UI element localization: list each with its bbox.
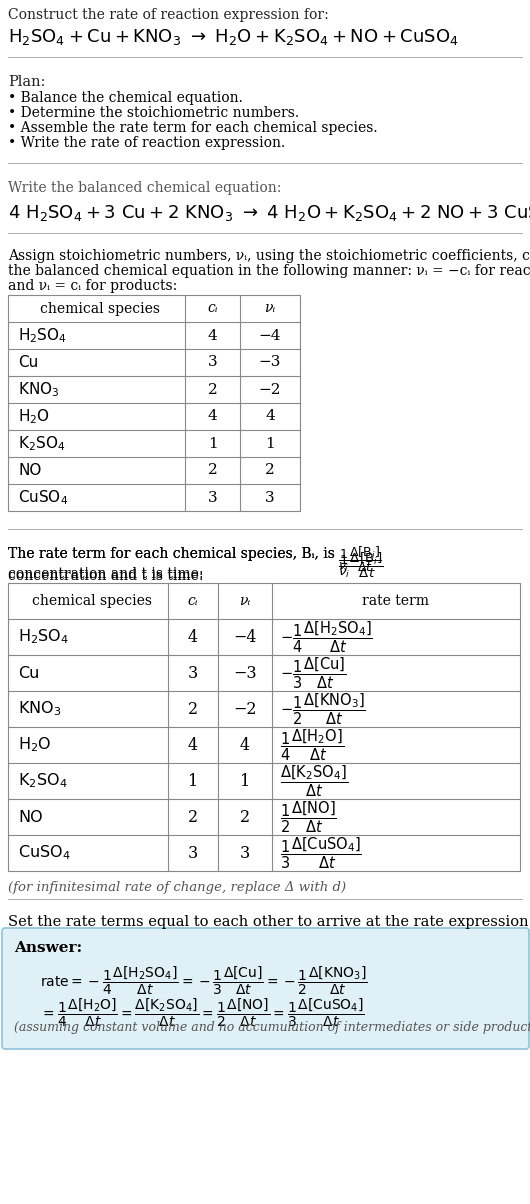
Bar: [8, 295, 300, 510]
Text: rate term: rate term: [363, 594, 429, 608]
Text: (assuming constant volume and no accumulation of intermediates or side products): (assuming constant volume and no accumul…: [14, 1021, 530, 1034]
Text: The rate term for each chemical species, Bᵢ, is: The rate term for each chemical species,…: [8, 547, 335, 561]
Text: $-\dfrac{1}{2} \dfrac{\Delta[\mathregular{KNO_3}]}{\Delta t}$: $-\dfrac{1}{2} \dfrac{\Delta[\mathregula…: [280, 691, 366, 727]
Text: $\mathregular{H_2O}$: $\mathregular{H_2O}$: [18, 736, 51, 755]
Text: $\dfrac{1}{2} \dfrac{\Delta[\mathregular{NO}]}{\Delta t}$: $\dfrac{1}{2} \dfrac{\Delta[\mathregular…: [280, 799, 337, 834]
Text: • Determine the stoichiometric numbers.: • Determine the stoichiometric numbers.: [8, 106, 299, 120]
Text: $\dfrac{1}{3} \dfrac{\Delta[\mathregular{CuSO_4}]}{\Delta t}$: $\dfrac{1}{3} \dfrac{\Delta[\mathregular…: [280, 836, 362, 870]
Text: • Assemble the rate term for each chemical species.: • Assemble the rate term for each chemic…: [8, 120, 377, 135]
Text: 1: 1: [188, 773, 198, 790]
Text: 4: 4: [188, 737, 198, 754]
Text: 1: 1: [265, 437, 275, 450]
Text: the balanced chemical equation in the following manner: νᵢ = −cᵢ for reactants: the balanced chemical equation in the fo…: [8, 264, 530, 278]
Text: The rate term for each chemical species, Bᵢ, is: The rate term for each chemical species,…: [8, 547, 335, 561]
Text: $\mathrm{rate} = -\dfrac{1}{4}\dfrac{\Delta[\mathregular{H_2SO_4}]}{\Delta t} = : $\mathrm{rate} = -\dfrac{1}{4}\dfrac{\De…: [40, 964, 368, 997]
Text: $\mathregular{4\ H_2SO_4 + 3\ Cu + 2\ KNO_3 \ \rightarrow \ 4\ H_2O + K_2SO_4 + : $\mathregular{4\ H_2SO_4 + 3\ Cu + 2\ KN…: [8, 203, 530, 223]
Text: and νᵢ = cᵢ for products:: and νᵢ = cᵢ for products:: [8, 279, 177, 293]
Text: −3: −3: [233, 665, 257, 681]
Text: NO: NO: [18, 464, 41, 478]
Text: $\dfrac{\Delta[\mathregular{K_2SO_4}]}{\Delta t}$: $\dfrac{\Delta[\mathregular{K_2SO_4}]}{\…: [280, 763, 348, 798]
Text: Set the rate terms equal to each other to arrive at the rate expression:: Set the rate terms equal to each other t…: [8, 915, 530, 929]
Text: Assign stoichiometric numbers, νᵢ, using the stoichiometric coefficients, cᵢ, fr: Assign stoichiometric numbers, νᵢ, using…: [8, 249, 530, 262]
Text: Cu: Cu: [18, 666, 39, 680]
Text: −4: −4: [233, 628, 257, 645]
Text: −2: −2: [233, 701, 257, 718]
Text: $\mathregular{K_2SO_4}$: $\mathregular{K_2SO_4}$: [18, 772, 68, 790]
Text: 1: 1: [240, 773, 250, 790]
Text: 3: 3: [188, 665, 198, 681]
Text: 3: 3: [188, 844, 198, 862]
Text: $\mathregular{KNO_3}$: $\mathregular{KNO_3}$: [18, 700, 61, 719]
Text: concentration and t is time:: concentration and t is time:: [8, 569, 204, 583]
Text: −4: −4: [259, 329, 281, 342]
Text: 1: 1: [208, 437, 217, 450]
Text: $\dfrac{1}{4} \dfrac{\Delta[\mathregular{H_2O}]}{\Delta t}$: $\dfrac{1}{4} \dfrac{\Delta[\mathregular…: [280, 727, 344, 763]
Text: $\mathregular{KNO_3}$: $\mathregular{KNO_3}$: [18, 380, 59, 399]
Text: $\mathregular{K_2SO_4}$: $\mathregular{K_2SO_4}$: [18, 435, 65, 453]
Text: cᵢ: cᵢ: [188, 594, 198, 608]
Text: νᵢ: νᵢ: [240, 594, 251, 608]
Text: 3: 3: [240, 844, 250, 862]
Text: $\mathregular{H_2O}$: $\mathregular{H_2O}$: [18, 407, 50, 426]
Text: 2: 2: [188, 809, 198, 826]
Text: 4: 4: [208, 409, 217, 424]
Text: −2: −2: [259, 383, 281, 396]
Text: • Write the rate of reaction expression.: • Write the rate of reaction expression.: [8, 136, 285, 150]
Text: 4: 4: [208, 329, 217, 342]
Text: Cu: Cu: [18, 355, 38, 370]
Text: chemical species: chemical species: [32, 594, 152, 608]
Text: $\mathregular{H_2SO_4 + Cu + KNO_3 \ \rightarrow \ H_2O + K_2SO_4 + NO + CuSO_4}: $\mathregular{H_2SO_4 + Cu + KNO_3 \ \ri…: [8, 26, 458, 47]
Text: $\mathregular{CuSO_4}$: $\mathregular{CuSO_4}$: [18, 844, 70, 862]
Text: • Balance the chemical equation.: • Balance the chemical equation.: [8, 92, 243, 105]
Text: Answer:: Answer:: [14, 942, 82, 955]
Text: 2: 2: [265, 464, 275, 478]
Text: 2: 2: [240, 809, 250, 826]
Text: 4: 4: [240, 737, 250, 754]
Text: $-\dfrac{1}{3} \dfrac{\Delta[\mathregular{Cu}]}{\Delta t}$: $-\dfrac{1}{3} \dfrac{\Delta[\mathregula…: [280, 655, 346, 691]
Text: νᵢ: νᵢ: [264, 301, 276, 315]
Text: 3: 3: [208, 355, 217, 370]
Text: concentration and t is time:: concentration and t is time:: [8, 567, 204, 582]
Text: $= \dfrac{1}{4}\dfrac{\Delta[\mathregular{H_2O}]}{\Delta t} = \dfrac{\Delta[\mat: $= \dfrac{1}{4}\dfrac{\Delta[\mathregula…: [40, 997, 365, 1029]
Text: $\mathregular{H_2SO_4}$: $\mathregular{H_2SO_4}$: [18, 326, 67, 344]
Text: 4: 4: [265, 409, 275, 424]
Text: 2: 2: [208, 383, 217, 396]
Text: (for infinitesimal rate of change, replace Δ with d): (for infinitesimal rate of change, repla…: [8, 881, 346, 895]
Bar: [8, 583, 520, 870]
Text: Write the balanced chemical equation:: Write the balanced chemical equation:: [8, 181, 281, 195]
Text: 2: 2: [208, 464, 217, 478]
Text: Plan:: Plan:: [8, 75, 46, 89]
FancyBboxPatch shape: [2, 928, 529, 1049]
Text: 2: 2: [188, 701, 198, 718]
Text: $-\dfrac{1}{4} \dfrac{\Delta[\mathregular{H_2SO_4}]}{\Delta t}$: $-\dfrac{1}{4} \dfrac{\Delta[\mathregula…: [280, 619, 373, 655]
Text: chemical species: chemical species: [40, 301, 161, 315]
Text: $\dfrac{1}{\nu_i}\dfrac{\Delta[\mathrm{B}_i]}{\Delta t}$: $\dfrac{1}{\nu_i}\dfrac{\Delta[\mathrm{B…: [338, 551, 384, 580]
Text: $\mathregular{CuSO_4}$: $\mathregular{CuSO_4}$: [18, 488, 68, 507]
Text: 3: 3: [265, 490, 275, 504]
Text: Construct the rate of reaction expression for:: Construct the rate of reaction expressio…: [8, 8, 329, 22]
Text: NO: NO: [18, 809, 42, 825]
Text: $\mathregular{H_2SO_4}$: $\mathregular{H_2SO_4}$: [18, 627, 69, 647]
Text: $\dfrac{1}{\nu_i} \dfrac{\Delta[\mathrm{B}_i]}{\Delta t}$: $\dfrac{1}{\nu_i} \dfrac{\Delta[\mathrm{…: [338, 545, 381, 574]
Text: 4: 4: [188, 628, 198, 645]
Text: cᵢ: cᵢ: [207, 301, 218, 315]
Text: −3: −3: [259, 355, 281, 370]
Text: 3: 3: [208, 490, 217, 504]
